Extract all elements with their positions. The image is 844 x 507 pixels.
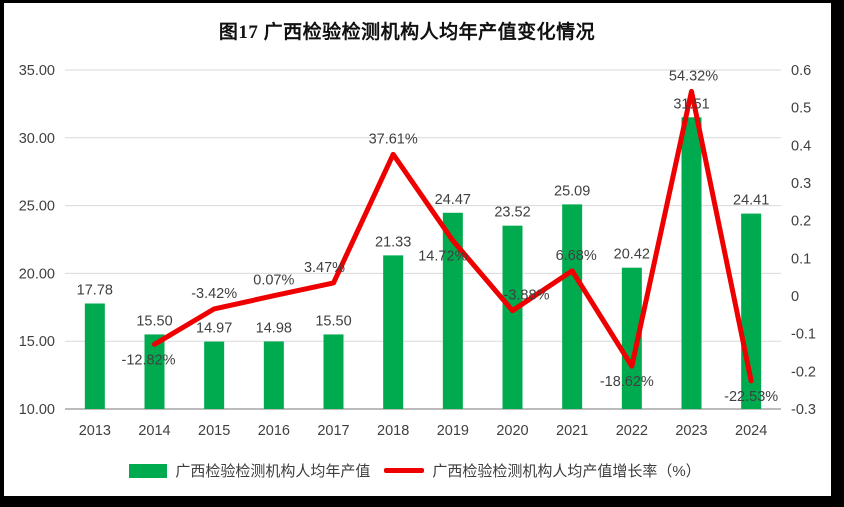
bar-2023 (681, 117, 702, 409)
x-axis-category-label: 2013 (79, 423, 111, 439)
x-axis-category-label: 2018 (377, 423, 409, 439)
line-value-label: -22.53% (724, 389, 778, 405)
x-axis-category-label: 2024 (735, 423, 767, 439)
bar-value-label: 25.09 (554, 183, 590, 199)
chart-title: 图17 广西检验检测机构人均年产值变化情况 (218, 22, 596, 43)
line-value-label: 37.61% (369, 131, 418, 147)
right-axis-tick-label: 0.4 (791, 138, 811, 154)
bar-value-label: 31.51 (673, 96, 709, 112)
left-axis-tick-label: 35.00 (19, 63, 55, 79)
bar-value-label: 20.42 (614, 247, 650, 263)
right-axis-tick-label: -0.3 (791, 402, 816, 418)
legend-bar-label: 广西检验检测机构人均年产值 (175, 463, 371, 480)
chart-canvas: 10.00 15.00 20.00 25.00 30.00 35.00 -0.3 -0.2 -0… (19, 63, 816, 439)
right-axis-tick-label: -0.2 (791, 364, 816, 380)
growth-rate-line (152, 88, 754, 384)
bar-2021 (562, 204, 583, 409)
x-axis-category-label: 2017 (317, 423, 349, 439)
bar-value-label: 15.50 (136, 313, 172, 329)
x-axis-category-label: 2021 (556, 423, 588, 439)
bar-2014 (144, 334, 165, 409)
bar-value-label: 14.98 (256, 320, 292, 336)
line-value-label: -3.42% (191, 286, 237, 302)
bar-value-label: 21.33 (375, 234, 411, 250)
bar-2020 (502, 225, 523, 409)
x-axis-category-label: 2019 (437, 423, 469, 439)
left-axis-tick-label: 25.00 (19, 199, 55, 215)
line-value-label: 3.47% (304, 260, 345, 276)
line-value-label: 54.32% (669, 68, 718, 84)
bar-2016 (263, 341, 284, 409)
line-value-label: 14.72% (418, 249, 467, 265)
bar-2013 (84, 303, 105, 409)
legend: 广西检验检测机构人均年产值 广西检验检测机构人均产值增长率（%） (0, 460, 830, 481)
right-axis-tick-label: -0.1 (791, 327, 816, 343)
bar-value-label: 24.41 (733, 193, 769, 209)
left-axis-tick-label: 15.00 (19, 334, 55, 350)
right-axis-tick-label: 0.1 (791, 251, 811, 267)
line-value-label: -12.82% (121, 352, 175, 368)
bar-value-label: 15.50 (315, 313, 351, 329)
bar-value-label: 24.47 (435, 192, 471, 208)
line-value-label: -18.62% (600, 374, 654, 390)
x-axis-category-label: 2023 (675, 423, 707, 439)
right-axis-tick-label: 0.6 (791, 63, 811, 79)
x-axis-category-label: 2020 (496, 423, 528, 439)
x-axis-category-label: 2015 (198, 423, 230, 439)
bar-value-label: 23.52 (494, 205, 530, 221)
bar-2015 (204, 341, 225, 409)
bar-value-label: 14.97 (196, 321, 232, 337)
legend-item-bar-series: 广西检验检测机构人均年产值 (129, 460, 370, 481)
legend-line-label: 广西检验检测机构人均产值增长率（%） (432, 463, 701, 480)
right-axis-tick-label: 0.2 (791, 214, 811, 230)
left-axis-tick-label: 20.00 (19, 266, 55, 282)
line-value-label: -3.88% (504, 288, 550, 304)
x-axis-category-label: 2014 (138, 423, 170, 439)
left-axis-tick-label: 30.00 (19, 131, 55, 147)
bar-2022 (621, 267, 642, 409)
bar-2019 (442, 212, 463, 409)
right-axis-tick-label: 0.3 (791, 176, 811, 192)
x-axis-category-label: 2022 (616, 423, 648, 439)
right-axis-tick-label: 0 (791, 289, 799, 305)
right-axis-tick-label: 0.5 (791, 101, 811, 117)
legend-item-line-series: 广西检验检测机构人均产值增长率（%） (384, 460, 701, 481)
x-axis-category-label: 2016 (258, 423, 290, 439)
line-value-label: 6.68% (556, 248, 597, 264)
line-value-label: 0.07% (253, 273, 294, 289)
bar-2018 (383, 255, 404, 409)
bar-value-label: 17.78 (77, 283, 113, 299)
left-axis-tick-label: 10.00 (19, 402, 55, 418)
legend-line-swatch-icon (384, 468, 425, 473)
bar-2017 (323, 334, 344, 409)
legend-bar-swatch-icon (129, 463, 168, 478)
